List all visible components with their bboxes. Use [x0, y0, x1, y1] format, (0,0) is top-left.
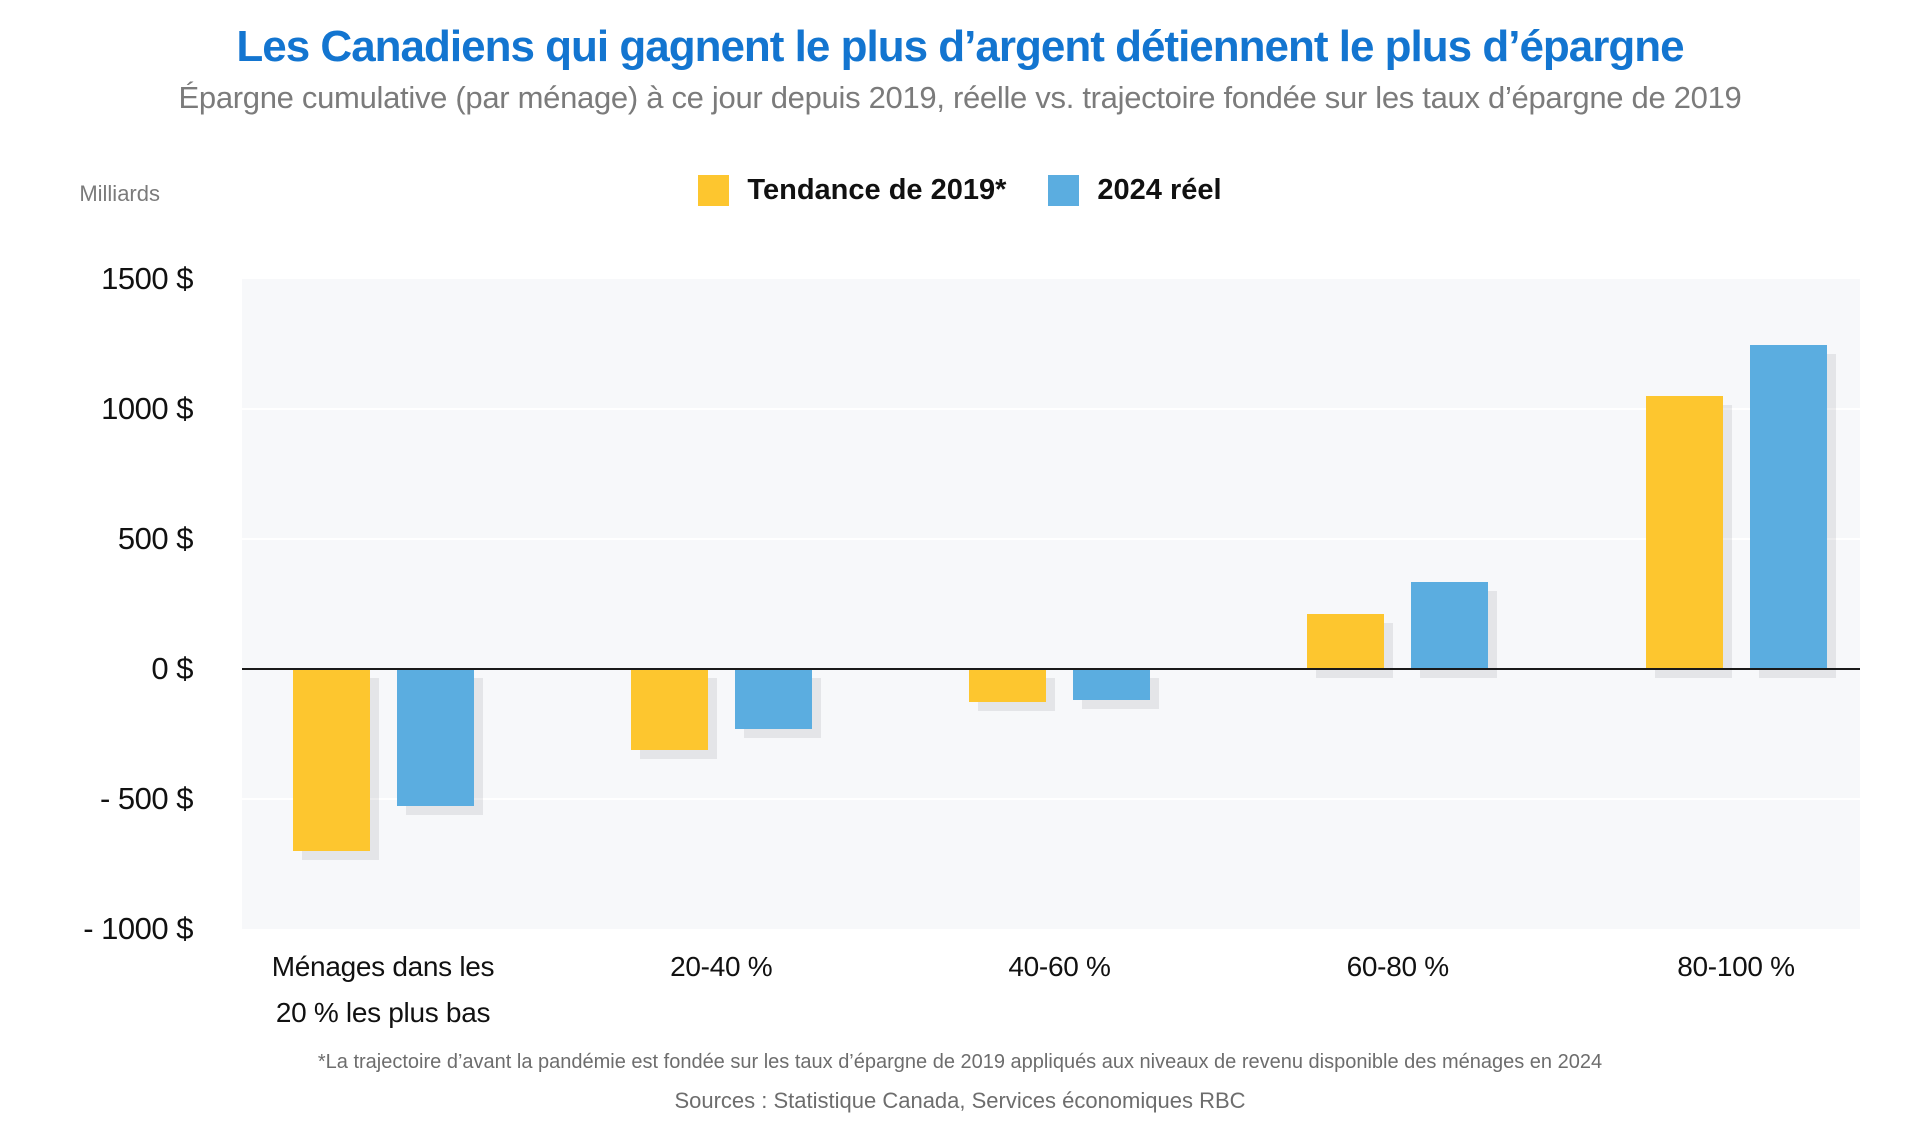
y-tick--1000: - 1000 $: [83, 911, 193, 946]
bar-tendance-2: [969, 669, 1046, 702]
bar-reel-4: [1749, 345, 1827, 669]
x-label-3: 60-80 %: [1346, 951, 1450, 982]
zero-axis-line: [242, 668, 1860, 670]
y-tick-1500: 1500 $: [101, 261, 193, 296]
y-axis-unit-label: Milliards: [79, 181, 160, 206]
y-tick--500: - 500 $: [99, 781, 194, 816]
chart-title: Les Canadiens qui gagnent le plus d’arge…: [236, 22, 1684, 71]
gridline-1000: [242, 408, 1860, 410]
bar-reel-1: [734, 669, 812, 729]
legend-swatch-reel-icon: [1048, 174, 1080, 206]
y-tick-0: 0 $: [151, 651, 193, 686]
x-label-4: 80-100 %: [1677, 951, 1795, 982]
chart-subtitle: Épargne cumulative (par ménage) à ce jou…: [178, 80, 1742, 115]
legend-swatch-tendance-icon: [698, 174, 730, 206]
bar-tendance-0: [292, 669, 370, 851]
bar-reel-3: [1411, 581, 1489, 669]
plot-area: [242, 279, 1860, 929]
x-label-0: Ménages dans les 20 % les plus bas: [271, 951, 495, 1028]
bar-tendance-4: [1645, 396, 1723, 669]
legend-item-reel: 2024 réel: [1048, 173, 1222, 207]
x-label-1: 20-40 %: [670, 951, 773, 982]
bar-reel-0: [396, 669, 474, 806]
bar-tendance-3: [1307, 614, 1385, 669]
x-label-2: 40-60 %: [1008, 951, 1111, 982]
chart-footnote: *La trajectoire d’avant la pandémie est …: [317, 1051, 1603, 1073]
y-tick-500: 500 $: [117, 521, 194, 556]
bar-tendance-1: [630, 669, 708, 750]
bar-reel-2: [1073, 669, 1150, 701]
legend-label-reel: 2024 réel: [1097, 173, 1222, 206]
legend: Tendance de 2019* 2024 réel: [0, 168, 1920, 212]
legend-item-tendance: Tendance de 2019*: [698, 174, 1006, 207]
gridline-500: [242, 538, 1860, 540]
legend-label-tendance: Tendance de 2019*: [747, 173, 1007, 206]
gridline--500: [242, 798, 1860, 800]
y-tick-1000: 1000 $: [101, 391, 193, 426]
chart-sources: Sources : Statistique Canada, Services é…: [674, 1088, 1246, 1113]
